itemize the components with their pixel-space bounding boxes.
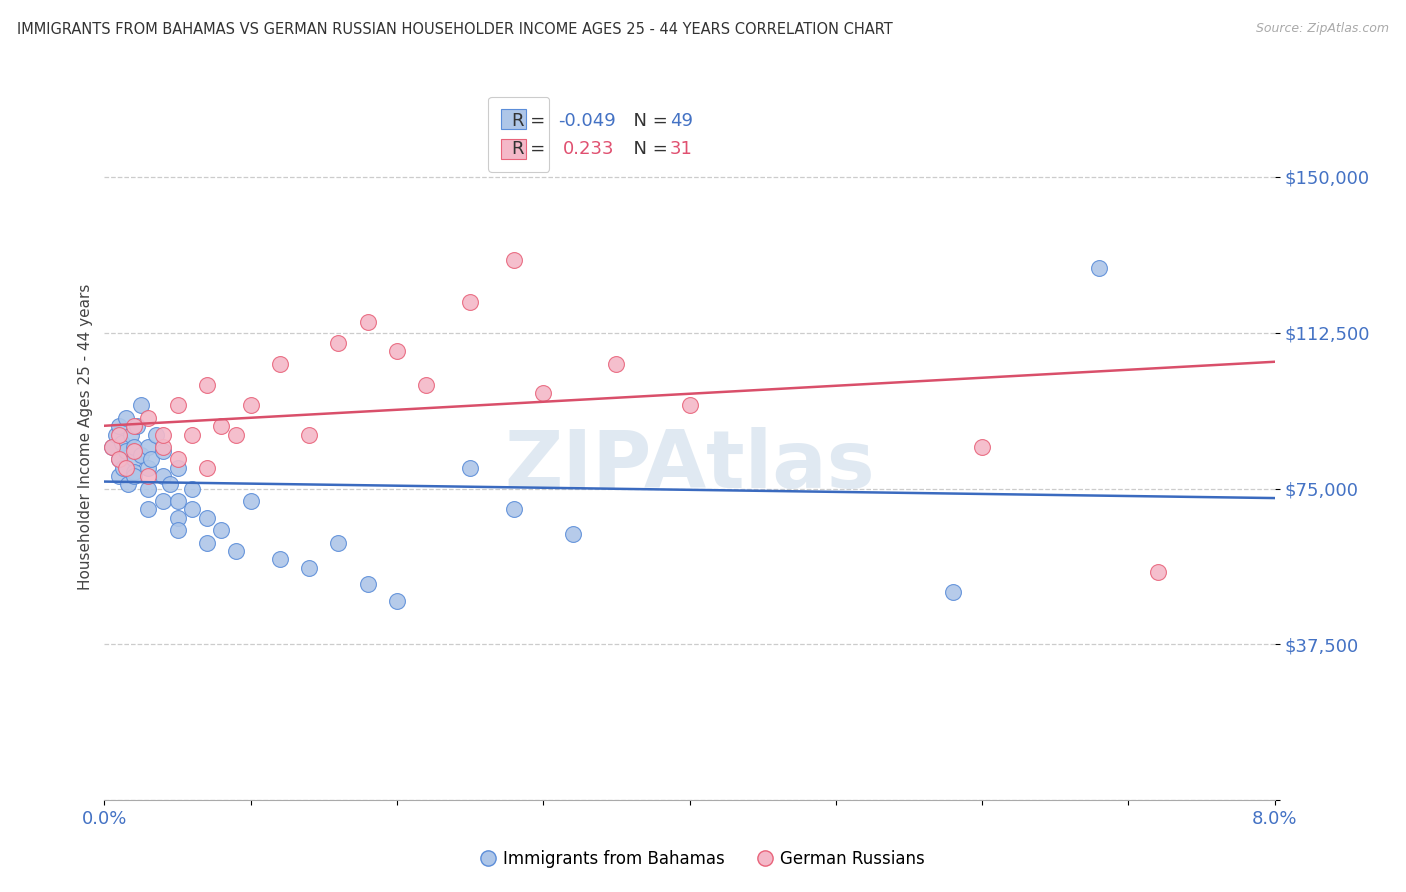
Point [122, 452, 145, 467]
Point [972, 440, 994, 454]
Point [503, 502, 526, 516]
Point [108, 452, 131, 467]
Point [136, 469, 159, 483]
Point [181, 482, 204, 496]
Point [181, 427, 204, 442]
Point [239, 399, 262, 413]
Point [122, 469, 145, 483]
Text: IMMIGRANTS FROM BAHAMAS VS GERMAN RUSSIAN HOUSEHOLDER INCOME AGES 25 - 44 YEARS : IMMIGRANTS FROM BAHAMAS VS GERMAN RUSSIA… [17, 22, 893, 37]
Text: -0.049: -0.049 [558, 112, 616, 130]
Point [195, 535, 218, 549]
Point [115, 460, 138, 475]
Point [115, 444, 138, 458]
Point [100, 440, 122, 454]
Legend: Immigrants from Bahamas, German Russians: Immigrants from Bahamas, German Russians [475, 844, 931, 875]
Point [136, 440, 159, 454]
Point [269, 552, 291, 566]
Point [120, 427, 142, 442]
Point [108, 469, 131, 483]
Point [136, 502, 159, 516]
Point [117, 477, 139, 491]
Point [1088, 261, 1111, 276]
Y-axis label: Householder Income Ages 25 - 44 years: Householder Income Ages 25 - 44 years [79, 284, 93, 590]
Point [239, 494, 262, 508]
Text: N =: N = [621, 112, 673, 130]
Point [458, 294, 481, 309]
Point [942, 585, 965, 599]
Point [225, 427, 247, 442]
Point [141, 452, 163, 467]
Point [298, 427, 321, 442]
Point [125, 419, 148, 434]
Point [108, 452, 131, 467]
Point [122, 444, 145, 458]
Point [166, 510, 188, 524]
Point [561, 527, 583, 541]
Text: R =: R = [512, 112, 551, 130]
Point [159, 477, 181, 491]
Point [115, 410, 138, 425]
Point [209, 523, 232, 537]
Point [225, 544, 247, 558]
Point [105, 427, 128, 442]
Point [503, 252, 526, 267]
Point [415, 377, 437, 392]
Point [108, 427, 131, 442]
Point [357, 577, 380, 591]
Point [678, 399, 700, 413]
Point [166, 399, 188, 413]
Text: Source: ZipAtlas.com: Source: ZipAtlas.com [1256, 22, 1389, 36]
Point [152, 444, 174, 458]
Point [122, 440, 145, 454]
Point [458, 460, 481, 475]
Point [152, 494, 174, 508]
Point [122, 419, 145, 434]
Point [195, 377, 218, 392]
Point [1146, 565, 1168, 579]
Point [129, 448, 152, 462]
Point [108, 419, 131, 434]
Point [129, 399, 152, 413]
Text: 31: 31 [669, 140, 693, 159]
Text: 49: 49 [669, 112, 693, 130]
Text: R =: R = [512, 140, 551, 159]
Text: ZIPAtlas: ZIPAtlas [505, 426, 875, 505]
Point [269, 357, 291, 371]
Point [122, 465, 145, 479]
Point [152, 440, 174, 454]
Point [385, 593, 408, 607]
Point [298, 560, 321, 574]
Point [112, 460, 135, 475]
Point [136, 482, 159, 496]
Point [166, 452, 188, 467]
Point [152, 469, 174, 483]
Point [166, 523, 188, 537]
Point [357, 315, 380, 329]
Point [136, 460, 159, 475]
Point [605, 357, 627, 371]
Point [166, 460, 188, 475]
Point [209, 419, 232, 434]
Point [531, 386, 554, 401]
Point [166, 494, 188, 508]
Point [136, 410, 159, 425]
Text: 0.233: 0.233 [564, 140, 614, 159]
Point [328, 336, 350, 351]
Point [328, 535, 350, 549]
Point [181, 502, 204, 516]
Text: N =: N = [621, 140, 673, 159]
Point [385, 344, 408, 359]
Point [195, 460, 218, 475]
Point [195, 510, 218, 524]
Point [145, 427, 167, 442]
Point [152, 427, 174, 442]
Legend: , : , [488, 96, 550, 171]
Point [100, 440, 122, 454]
Point [111, 435, 134, 450]
